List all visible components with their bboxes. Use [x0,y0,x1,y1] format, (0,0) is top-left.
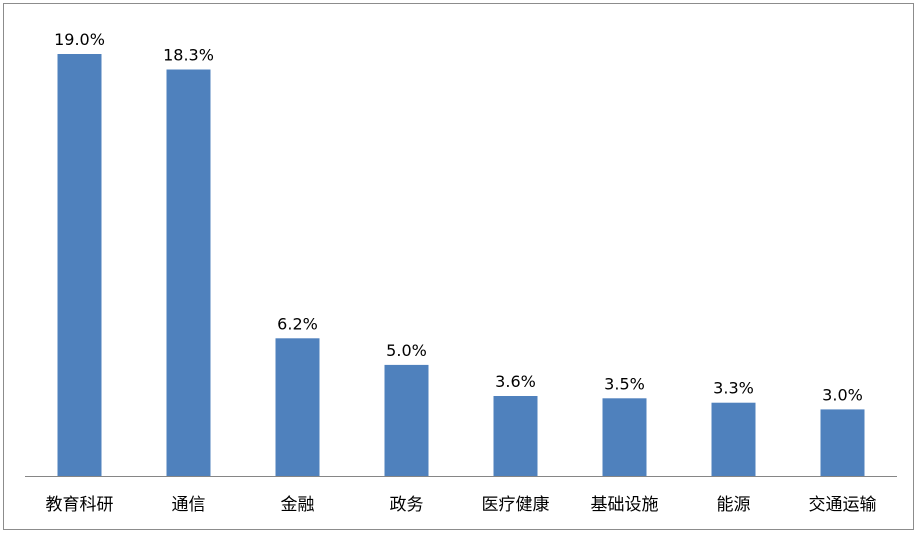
bar-5 [493,396,538,476]
value-label-2: 18.3% [163,46,214,65]
value-label-4: 5.0% [386,341,427,360]
category-labels-group: 教育科研 通信 金融 政务 医疗健康 基础设施 能源 交通运输 [46,495,877,515]
bar-3 [275,338,320,476]
bar-2 [166,69,211,476]
category-label-5: 医疗健康 [482,495,550,515]
bars-group [57,54,865,476]
category-label-7: 能源 [717,495,751,515]
value-labels-group: 19.0% 18.3% 6.2% 5.0% 3.6% 3.5% 3.3% 3.0% [54,30,863,404]
bar-8 [820,409,865,476]
category-label-3: 金融 [281,495,315,515]
value-label-3: 6.2% [277,314,318,333]
category-label-6: 基础设施 [591,495,659,515]
category-label-4: 政务 [390,495,424,515]
value-label-8: 3.0% [822,385,863,404]
bar-4 [384,364,429,476]
value-label-6: 3.5% [604,374,645,393]
bar-1 [57,54,102,476]
bar-6 [602,398,647,476]
value-label-1: 19.0% [54,30,105,49]
bar-7 [711,402,756,476]
category-label-2: 通信 [172,495,206,515]
value-label-7: 3.3% [713,379,754,398]
category-label-1: 教育科研 [46,495,114,515]
value-label-5: 3.6% [495,372,536,391]
chart-frame [3,3,914,530]
category-label-8: 交通运输 [809,495,877,515]
